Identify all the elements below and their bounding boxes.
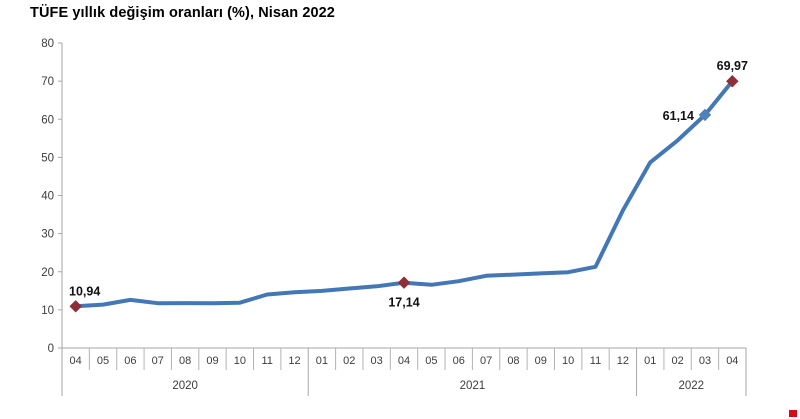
month-tick-label: 10: [234, 355, 246, 367]
chart-title: TÜFE yıllık değişim oranları (%), Nisan …: [30, 5, 335, 21]
month-tick-label: 01: [644, 355, 656, 367]
month-tick-label: 11: [590, 355, 601, 367]
y-tick-label: 20: [41, 267, 54, 279]
month-tick-label: 07: [152, 355, 164, 367]
y-tick-label: 80: [41, 38, 54, 50]
month-tick-label: 02: [671, 355, 683, 367]
month-tick-label: 09: [206, 355, 218, 367]
data-point-marker: [69, 300, 82, 313]
month-tick-label: 12: [617, 355, 629, 367]
data-point-marker: [698, 108, 712, 122]
month-tick-label: 04: [726, 355, 738, 367]
data-point-marker: [726, 75, 739, 88]
y-tick-label: 50: [41, 152, 54, 164]
y-tick-label: 10: [41, 305, 54, 317]
trend-line: [73, 79, 735, 309]
month-tick-label: 08: [507, 355, 519, 367]
month-tick-label: 04: [70, 355, 82, 367]
month-tick-label: 05: [97, 355, 109, 367]
month-tick-label: 09: [535, 355, 547, 367]
y-tick-label: 30: [41, 229, 54, 241]
month-tick-label: 01: [316, 355, 328, 367]
month-tick-label: 08: [179, 355, 191, 367]
y-tick-label: 60: [41, 114, 54, 126]
corner-red-square: [789, 410, 797, 417]
y-tick-label: 70: [41, 76, 54, 88]
month-tick-label: 12: [288, 355, 300, 367]
month-tick-label: 11: [261, 355, 272, 367]
data-point-label: 61,14: [663, 109, 694, 123]
data-point-label: 10,94: [69, 284, 100, 298]
month-tick-label: 04: [398, 355, 410, 367]
month-tick-label: 07: [480, 355, 492, 367]
month-tick-label: 03: [371, 355, 383, 367]
data-point-label: 69,97: [717, 59, 748, 73]
year-tick-label: 2020: [172, 380, 198, 392]
month-tick-label: 10: [562, 355, 574, 367]
y-tick-label: 0: [48, 343, 54, 355]
month-tick-label: 03: [699, 355, 711, 367]
data-point-marker: [397, 276, 411, 289]
year-tick-label: 2022: [678, 380, 704, 392]
year-tick-label: 2021: [460, 380, 486, 392]
data-point-label: 17,14: [388, 296, 419, 310]
month-tick-label: 02: [343, 355, 355, 367]
month-tick-label: 06: [124, 355, 136, 367]
y-tick-label: 40: [41, 191, 54, 203]
month-tick-label: 06: [453, 355, 465, 367]
month-tick-label: 05: [425, 355, 437, 367]
